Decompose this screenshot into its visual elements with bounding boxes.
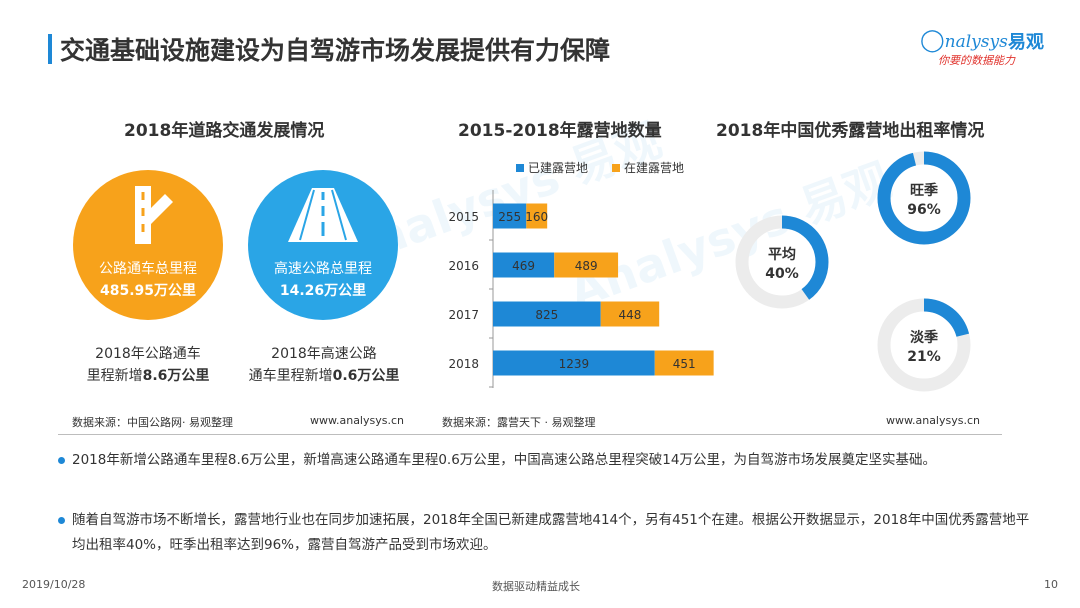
footer-date: 2019/10/28	[22, 578, 86, 591]
tick-label: 2015	[448, 210, 479, 224]
logo-english: ◯nalysys	[920, 28, 1008, 53]
bar-segment	[654, 350, 714, 376]
legend-swatch	[516, 164, 524, 172]
page-number: 10	[1044, 578, 1058, 591]
road-data-source: 数据来源：中国公路网· 易观整理	[72, 416, 233, 429]
data-label: 1239	[559, 357, 590, 371]
road-icon	[135, 186, 173, 244]
road-mileage-label: 公路通车总里程	[99, 261, 197, 277]
donut-arc	[735, 215, 829, 309]
occupancy-donut-charts: 旺季 96% 平均 40% 淡季 21%	[735, 151, 971, 392]
donut-value: 96%	[907, 202, 941, 218]
data-label: 451	[673, 357, 696, 371]
donut-label: 平均	[768, 246, 796, 263]
data-label: 255	[498, 210, 521, 224]
road-source-url: www.analysys.cn	[310, 414, 404, 427]
tick-label: 2017	[448, 308, 479, 322]
donut-2: 淡季 21%	[877, 298, 971, 392]
data-label: 825	[535, 308, 558, 322]
campsite-bar-chart: 已建露营地 在建露营地 2015 255 160 2016 469 489 2017 825 448…	[448, 161, 714, 388]
bar-segment	[493, 301, 601, 327]
data-label: 448	[618, 308, 641, 322]
bar-segment	[493, 252, 555, 278]
donut-label: 淡季	[910, 329, 938, 346]
data-label: 469	[512, 259, 535, 273]
donut-label: 旺季	[910, 182, 938, 199]
legend-label: 在建露营地	[624, 161, 684, 175]
divider	[58, 434, 1002, 435]
donut-arc	[877, 151, 971, 245]
occupancy-source-url: www.analysys.cn	[886, 414, 980, 427]
donut-arc	[877, 298, 971, 392]
highway-caption: 2018年高速公路 通车里程新增0.6万公里	[248, 346, 400, 384]
legend-label: 已建露营地	[528, 161, 588, 175]
page-title: 交通基础设施建设为自驾游市场发展提供有力保障	[60, 36, 611, 65]
donut-value: 40%	[765, 266, 799, 282]
bar-segment	[493, 203, 527, 229]
footer-slogan: 数据驱动精益成长	[492, 580, 580, 593]
highway-icon	[288, 188, 358, 242]
road-section-title: 2018年道路交通发展情况	[124, 121, 325, 141]
donut-value: 21%	[907, 349, 941, 365]
analysys-logo: ◯nalysys 易观 你要的数据能力	[920, 28, 1060, 72]
road-mileage-circle: 公路通车总里程 485.95万公里	[73, 170, 223, 320]
highway-mileage-label: 高速公路总里程	[274, 261, 372, 277]
road-mileage-value: 485.95万公里	[99, 283, 197, 299]
road-caption: 2018年公路通车 里程新增8.6万公里	[86, 346, 210, 384]
tick-label: 2018	[448, 357, 479, 371]
legend-swatch	[612, 164, 620, 172]
occupancy-section-title: 2018年中国优秀露营地出租率情况	[716, 121, 985, 141]
logo-chinese: 易观	[1008, 32, 1044, 53]
bar-segment	[526, 203, 548, 229]
highway-mileage-circle: 高速公路总里程 14.26万公里	[248, 170, 398, 320]
bullet-dot	[58, 457, 65, 464]
donut-1: 平均 40%	[735, 215, 829, 309]
bullet-item: 2018年新增公路通车里程8.6万公里，新增高速公路通车里程0.6万公里，中国高…	[58, 448, 1032, 473]
donut-0: 旺季 96%	[877, 151, 971, 245]
bar-segment	[600, 301, 660, 327]
title-accent-bar	[48, 34, 52, 64]
campsite-data-source: 数据来源：露营天下 · 易观整理	[442, 416, 596, 429]
data-label: 160	[525, 210, 548, 224]
bullet-item: 随着自驾游市场不断增长，露营地行业也在同步加速拓展，2018年全国已新建成露营地…	[58, 508, 1032, 558]
logo-tagline: 你要的数据能力	[938, 54, 1015, 67]
tick-label: 2016	[448, 259, 479, 273]
highway-mileage-value: 14.26万公里	[279, 283, 367, 299]
bullet-dot	[58, 517, 65, 524]
bar-segment	[493, 350, 655, 376]
data-label: 489	[575, 259, 598, 273]
bar-segment	[554, 252, 619, 278]
campsite-section-title: 2015-2018年露营地数量	[458, 121, 662, 141]
